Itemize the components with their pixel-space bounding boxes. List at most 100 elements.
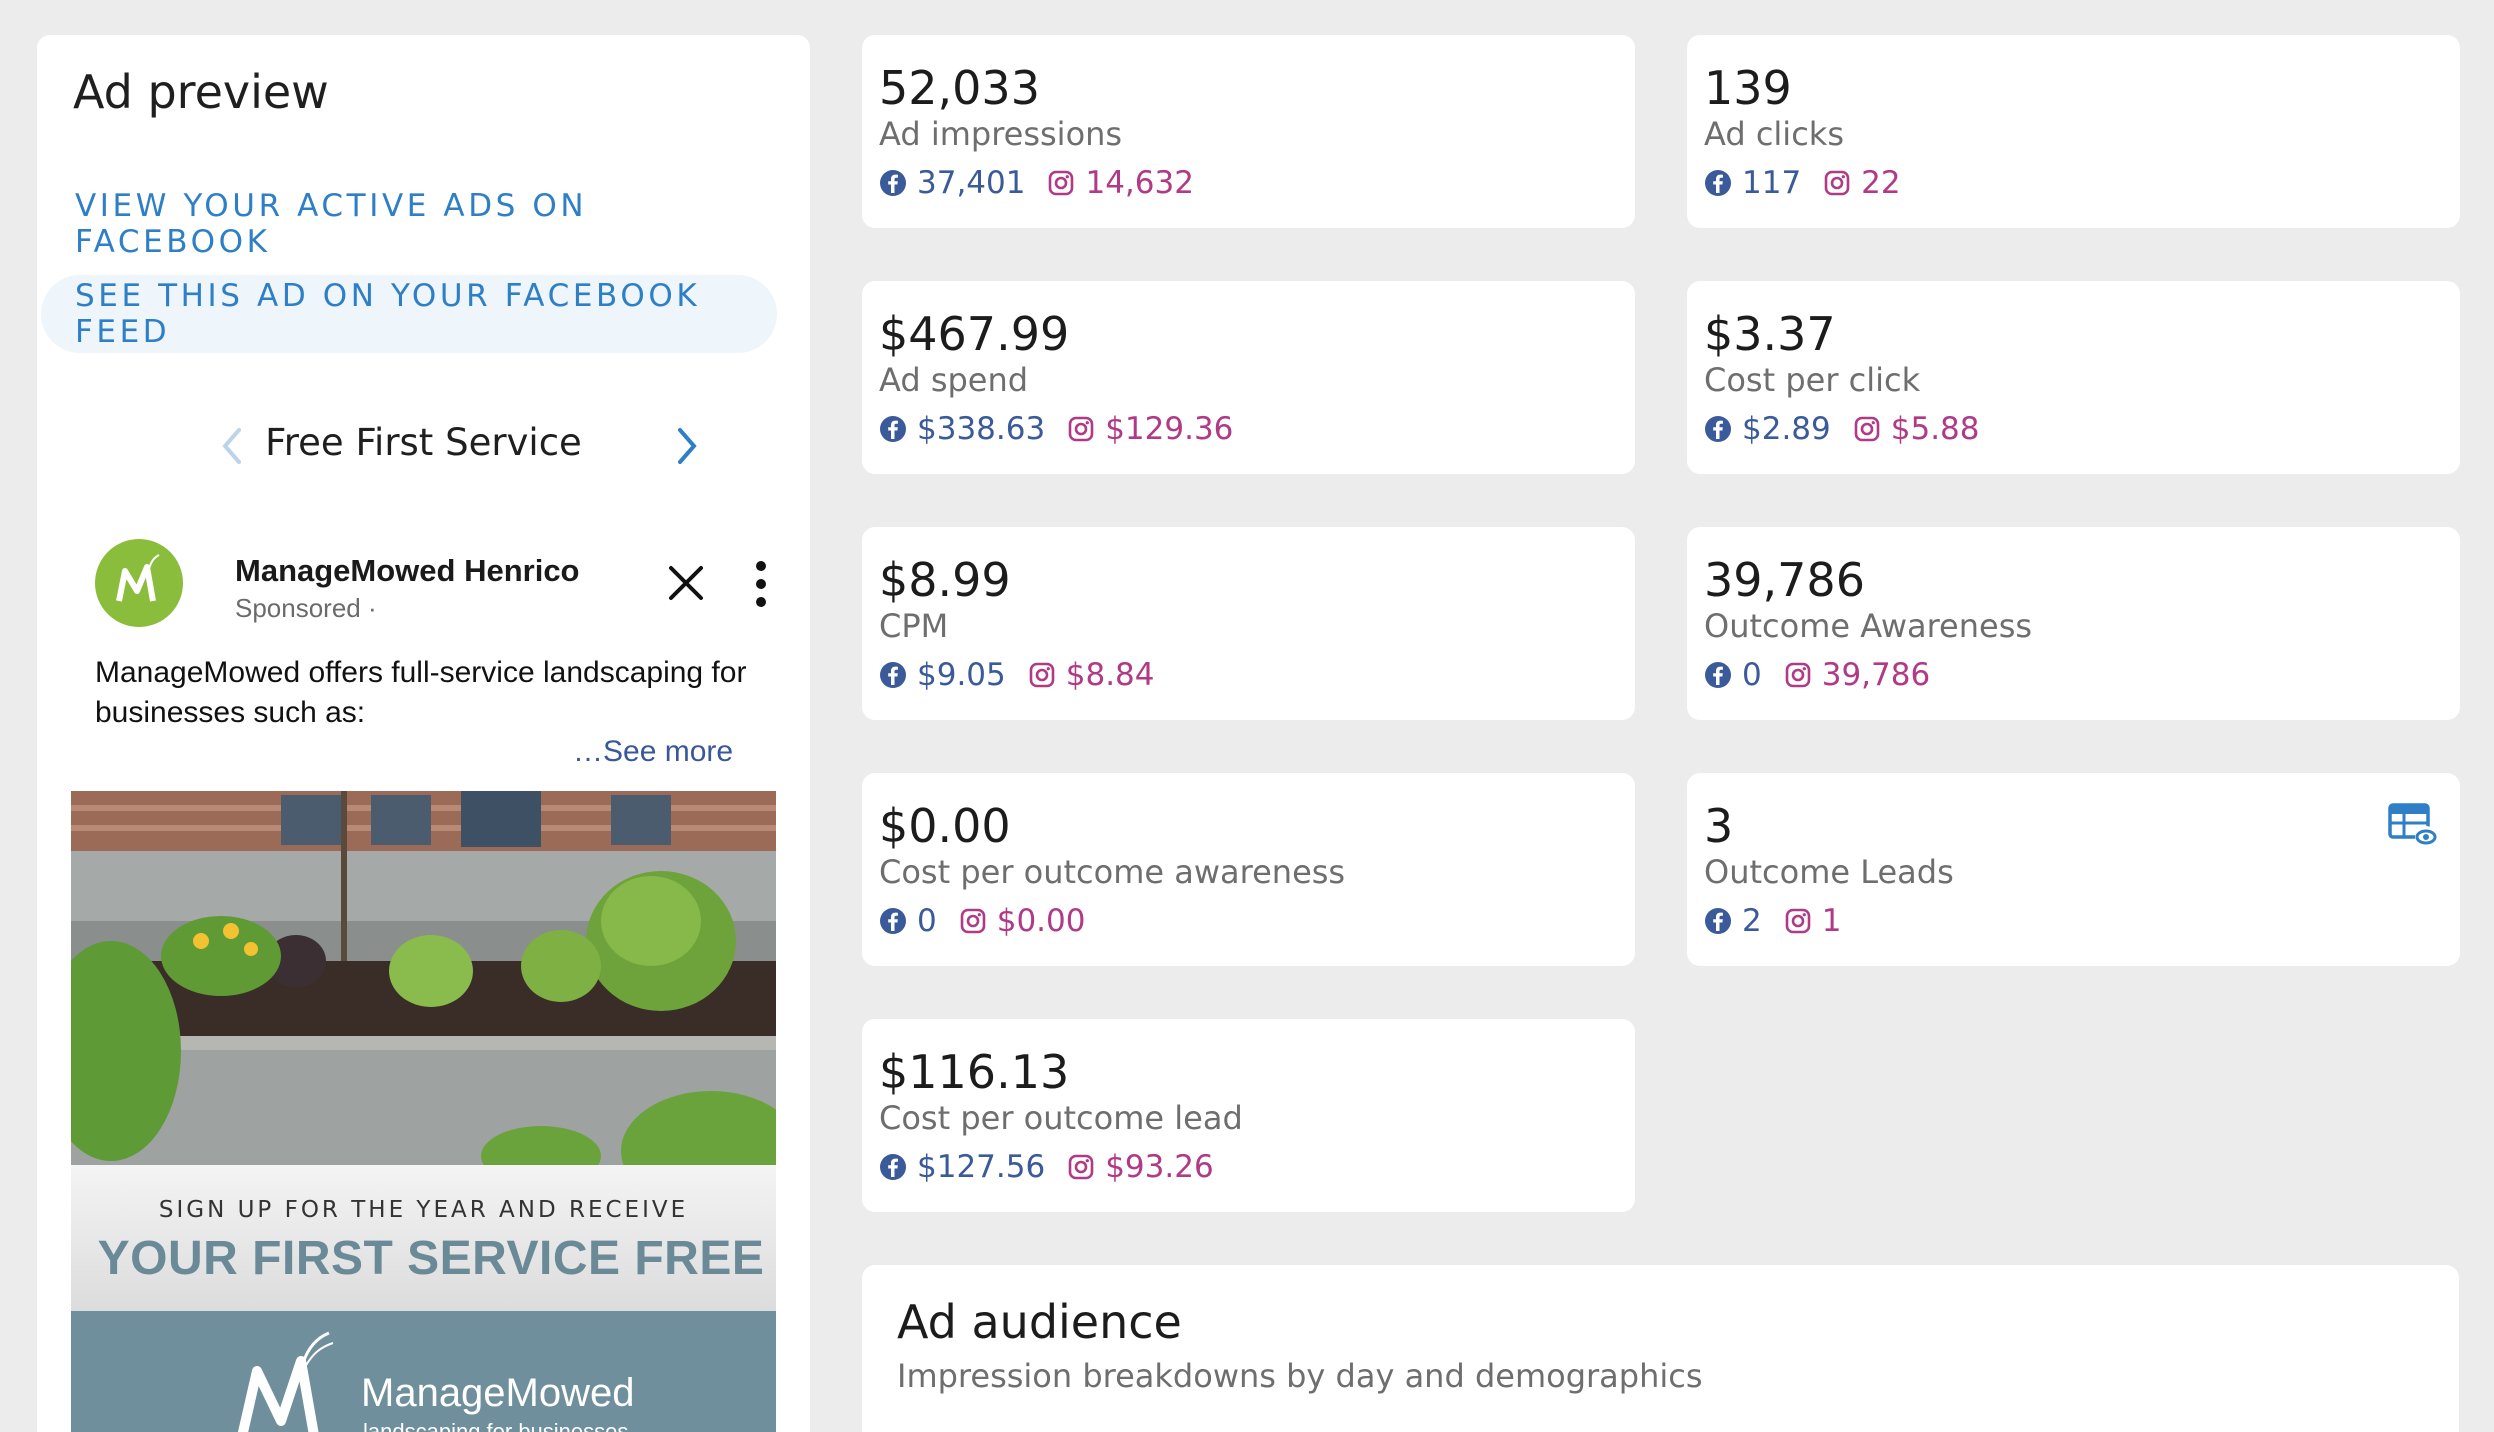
instagram-count: 39,786 <box>1784 657 1930 693</box>
ad-preview-card: Ad preview VIEW YOUR ACTIVE ADS ON FACEB… <box>37 35 810 1432</box>
instagram-value: 1 <box>1821 903 1842 939</box>
facebook-count: 2 <box>1704 903 1762 939</box>
metric-card-outcome-leads: 3 Outcome Leads 2 1 <box>1687 773 2460 966</box>
metric-card-cost-per-outcome-lead: $116.13 Cost per outcome lead $127.56 $9… <box>862 1019 1635 1212</box>
facebook-icon <box>1705 662 1731 688</box>
metric-label: Cost per click <box>1704 361 1921 399</box>
instagram-count: $8.84 <box>1028 657 1155 693</box>
page-avatar <box>95 539 183 627</box>
promo-banner: SIGN UP FOR THE YEAR AND RECEIVE YOUR FI… <box>71 1165 776 1311</box>
metric-value: $3.37 <box>1704 307 1836 361</box>
facebook-value: 37,401 <box>917 165 1026 201</box>
see-ad-on-feed-button[interactable]: SEE THIS AD ON YOUR FACEBOOK FEED <box>41 275 777 353</box>
metric-label: Outcome Leads <box>1704 853 1954 891</box>
view-leads-icon[interactable] <box>2388 803 2438 849</box>
landscaping-photo <box>71 791 776 1165</box>
instagram-icon <box>1785 908 1811 934</box>
facebook-icon <box>880 170 906 196</box>
facebook-value: $127.56 <box>917 1149 1046 1185</box>
facebook-icon <box>880 1154 906 1180</box>
carousel-ad-name: Free First Service <box>265 421 582 464</box>
metric-value: 52,033 <box>879 61 1040 115</box>
managemowed-logo-icon <box>116 554 160 602</box>
metric-label: Outcome Awareness <box>1704 607 2033 645</box>
close-icon[interactable] <box>666 563 706 603</box>
facebook-value: 2 <box>1742 903 1762 939</box>
platform-breakdown: 117 22 <box>1704 165 1901 201</box>
see-more-link[interactable]: …See more <box>573 735 734 768</box>
facebook-count: $338.63 <box>879 411 1045 447</box>
instagram-icon <box>1068 416 1094 442</box>
ad-creative-image: SIGN UP FOR THE YEAR AND RECEIVE YOUR FI… <box>71 791 776 1432</box>
platform-breakdown: $9.05 $8.84 <box>879 657 1155 693</box>
platform-breakdown: 37,401 14,632 <box>879 165 1194 201</box>
metric-card-outcome-awareness: 39,786 Outcome Awareness 0 39,786 <box>1687 527 2460 720</box>
instagram-count: $129.36 <box>1067 411 1233 447</box>
metric-label: Cost per outcome awareness <box>879 853 1346 891</box>
metric-card-ad-spend: $467.99 Ad spend $338.63 $129.36 <box>862 281 1635 474</box>
metric-card-cost-per-outcome-awareness: $0.00 Cost per outcome awareness 0 $0.00 <box>862 773 1635 966</box>
facebook-value: $2.89 <box>1742 411 1831 447</box>
instagram-icon <box>960 908 986 934</box>
ad-audience-card: Ad audience Impression breakdowns by day… <box>862 1265 2459 1432</box>
facebook-icon <box>880 908 906 934</box>
facebook-count: $9.05 <box>879 657 1006 693</box>
platform-breakdown: 2 1 <box>1704 903 1841 939</box>
more-options-icon[interactable] <box>751 559 771 609</box>
platform-breakdown: 0 $0.00 <box>879 903 1085 939</box>
metric-label: Cost per outcome lead <box>879 1099 1243 1137</box>
metric-label: Ad spend <box>879 361 1029 399</box>
managemowed-brand-logo-icon <box>237 1331 334 1432</box>
instagram-count: $0.00 <box>959 903 1085 939</box>
instagram-value: 22 <box>1861 165 1901 201</box>
metric-card-ad-clicks: 139 Ad clicks 117 22 <box>1687 35 2460 228</box>
metric-value: $116.13 <box>879 1045 1070 1099</box>
promo-headline: YOUR FIRST SERVICE FREE <box>97 1232 765 1285</box>
metric-label: CPM <box>879 607 949 645</box>
platform-breakdown: $127.56 $93.26 <box>879 1149 1214 1185</box>
ad-preview-title: Ad preview <box>73 65 329 119</box>
brand-tagline: landscaping for businesses <box>363 1419 629 1432</box>
view-active-ads-link[interactable]: VIEW YOUR ACTIVE ADS ON FACEBOOK <box>75 188 588 260</box>
instagram-count: 14,632 <box>1047 165 1194 201</box>
metric-value: 3 <box>1704 799 1734 853</box>
ad-audience-title: Ad audience <box>897 1295 1182 1349</box>
instagram-icon <box>1854 416 1880 442</box>
instagram-icon <box>1785 662 1811 688</box>
platform-breakdown: $338.63 $129.36 <box>879 411 1233 447</box>
metric-value: $8.99 <box>879 553 1011 607</box>
facebook-icon <box>1705 170 1731 196</box>
facebook-count: 0 <box>879 903 937 939</box>
instagram-count: $5.88 <box>1853 411 1980 447</box>
instagram-icon <box>1029 662 1055 688</box>
post-page-name[interactable]: ManageMowed Henrico <box>235 553 580 588</box>
platform-breakdown: $2.89 $5.88 <box>1704 411 1980 447</box>
post-body-text: ManageMowed offers full-service landscap… <box>95 656 747 729</box>
ad-audience-subtitle: Impression breakdowns by day and demogra… <box>897 1357 1703 1395</box>
facebook-count: $2.89 <box>1704 411 1831 447</box>
instagram-value: 39,786 <box>1821 657 1931 693</box>
next-ad-arrow-icon[interactable] <box>662 421 712 471</box>
metric-value: $467.99 <box>879 307 1070 361</box>
previous-ad-arrow-icon[interactable] <box>207 421 257 471</box>
metric-value: 39,786 <box>1704 553 1865 607</box>
facebook-value: 0 <box>917 903 937 939</box>
platform-breakdown: 0 39,786 <box>1704 657 1930 693</box>
metric-value: $0.00 <box>879 799 1011 853</box>
instagram-count: $93.26 <box>1067 1149 1214 1185</box>
facebook-icon <box>880 662 906 688</box>
instagram-icon <box>1068 1154 1094 1180</box>
promo-small-text: SIGN UP FOR THE YEAR AND RECEIVE <box>158 1197 689 1223</box>
instagram-icon <box>1824 170 1850 196</box>
facebook-icon <box>880 416 906 442</box>
brand-wordmark: ManageMowed <box>361 1371 635 1415</box>
post-sponsored-label: Sponsored · <box>235 593 377 623</box>
facebook-value: 0 <box>1742 657 1762 693</box>
metric-value: 139 <box>1704 61 1792 115</box>
facebook-count: 0 <box>1704 657 1762 693</box>
metric-label: Ad clicks <box>1704 115 1844 153</box>
instagram-count: 22 <box>1823 165 1901 201</box>
instagram-count: 1 <box>1784 903 1842 939</box>
instagram-value: $5.88 <box>1890 411 1980 447</box>
facebook-count: 117 <box>1704 165 1801 201</box>
